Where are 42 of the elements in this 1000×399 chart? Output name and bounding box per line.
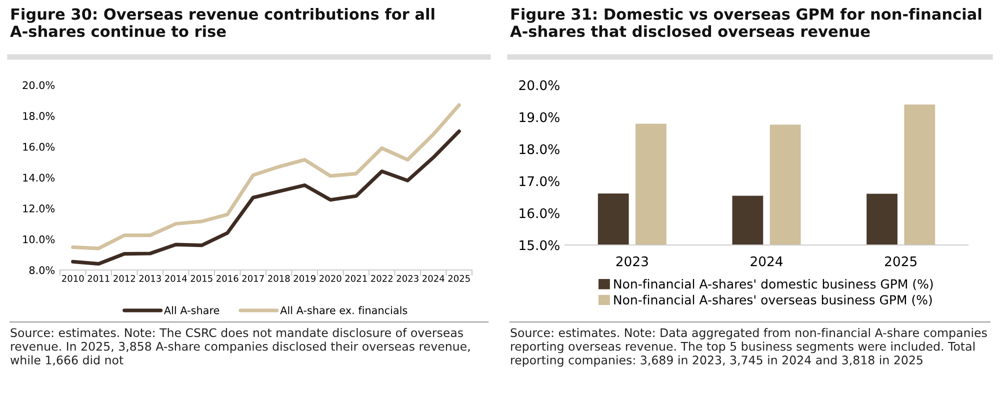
y-tick-label: 16.0% [23, 142, 55, 151]
x-tick-label: 2023 [396, 275, 418, 282]
x-tick-label: 2021 [345, 275, 367, 282]
x-tick-label: 2024 [422, 275, 444, 282]
legend-label: All A-share ex. financials [280, 306, 408, 314]
x-tick-label: 2023 [616, 256, 648, 266]
y-tick-label: 12.0% [23, 204, 55, 212]
line-series [71, 129, 461, 266]
y-tick-label: 10.0% [23, 235, 55, 244]
chart-title: Figure 30: Overseas revenue contributions for all A-shares continue to rise [10, 8, 434, 38]
x-tick-label: 2015 [190, 275, 212, 282]
source-note: Source: estimates. Note: The CSRC does not mandate disclosure of overseas revenue. In 2025, 3,858 A-share companies disclosed their overseas revenue, while 1,666 did not [10, 328, 470, 366]
x-tick-label: 2016 [216, 275, 238, 282]
x-tick-label: 2013 [139, 275, 161, 282]
y-tick-label: 8.0% [29, 266, 55, 274]
x-tick-label: 2024 [750, 256, 783, 266]
chart-title: Figure 31: Domestic vs overseas GPM for non-financial A-shares that disclosed overseas revenue [510, 8, 982, 38]
y-tick-label: 15.0% [520, 240, 560, 250]
legend-label: All A-share [164, 306, 220, 314]
x-tick-label: 2010 [62, 275, 84, 282]
y-tick-label: 18.0% [520, 144, 560, 154]
x-tick-label: 2017 [242, 275, 264, 282]
x-tick-label: 2019 [294, 275, 316, 282]
y-tick-label: 14.0% [23, 174, 55, 182]
line-series [71, 103, 461, 250]
x-tick-label: 2011 [88, 275, 110, 282]
y-tick-label: 19.0% [520, 112, 560, 122]
legend-label: Non-financial A-shares' domestic business GPM (%) [614, 279, 933, 290]
x-tick-label: 2018 [268, 275, 290, 282]
y-tick-label: 20.0% [22, 81, 55, 90]
source-note: Source: estimates. Note: Data aggregated from non-financial A-share companies reporting overseas revenue. The top 5 business segments were included. Total reporting companies: 3,689 in 2023, 3,745 in 2024 and 3,818 in 2025 [510, 328, 987, 367]
x-tick-label: 2025 [885, 256, 916, 266]
x-tick-label: 2025 [448, 275, 470, 282]
x-tick-label: 2012 [114, 275, 135, 282]
y-tick-label: 16.0% [520, 208, 560, 218]
y-tick-label: 18.0% [23, 112, 55, 120]
x-tick-label: 2020 [320, 275, 342, 282]
x-tick-label: 2022 [371, 275, 392, 282]
y-tick-label: 20.0% [519, 80, 560, 90]
y-tick-label: 17.0% [520, 176, 560, 186]
legend-label: Non-financial A-shares' overseas business GPM (%) [614, 294, 932, 306]
x-tick-label: 2014 [165, 275, 187, 282]
